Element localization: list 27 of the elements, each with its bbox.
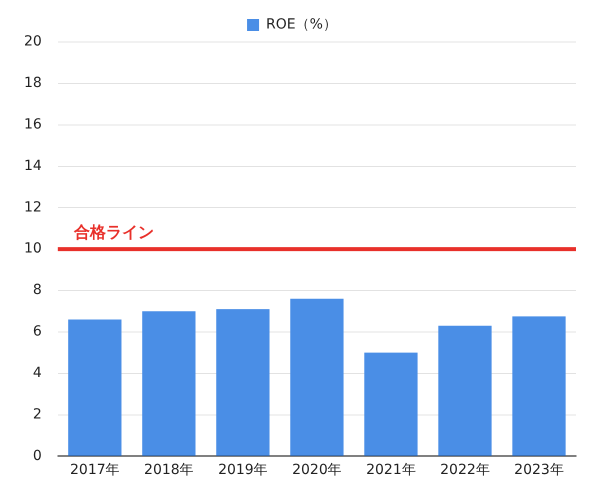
y-tick-label: 16 — [24, 116, 42, 132]
bar — [216, 309, 270, 456]
ref-line-label: 合格ライン — [72, 222, 154, 242]
x-tick-label: 2019年 — [218, 462, 268, 478]
legend-label: ROE（%） — [266, 16, 337, 33]
x-tick-label: 2018年 — [144, 462, 194, 478]
y-tick-label: 4 — [32, 365, 42, 381]
x-tick-label: 2017年 — [70, 462, 120, 478]
bar — [364, 352, 418, 456]
x-tick-label: 2021年 — [366, 462, 416, 478]
bar — [142, 311, 196, 456]
y-tick-label: 14 — [24, 158, 42, 174]
x-tick-label: 2020年 — [292, 462, 342, 478]
y-tick-label: 6 — [32, 324, 42, 340]
bar — [512, 316, 566, 456]
y-tick-label: 0 — [32, 448, 42, 464]
y-tick-label: 10 — [24, 240, 42, 257]
bar — [68, 320, 122, 456]
y-tick-label: 12 — [24, 199, 42, 216]
y-tick-label: 2 — [32, 406, 42, 422]
y-tick-label: 18 — [24, 75, 42, 92]
x-tick-label: 2022年 — [440, 462, 490, 478]
bar — [438, 326, 492, 456]
bar — [290, 298, 344, 456]
y-tick-label: 8 — [32, 282, 42, 298]
x-tick-label: 2023年 — [514, 462, 564, 478]
y-tick-label: 20 — [24, 34, 42, 50]
